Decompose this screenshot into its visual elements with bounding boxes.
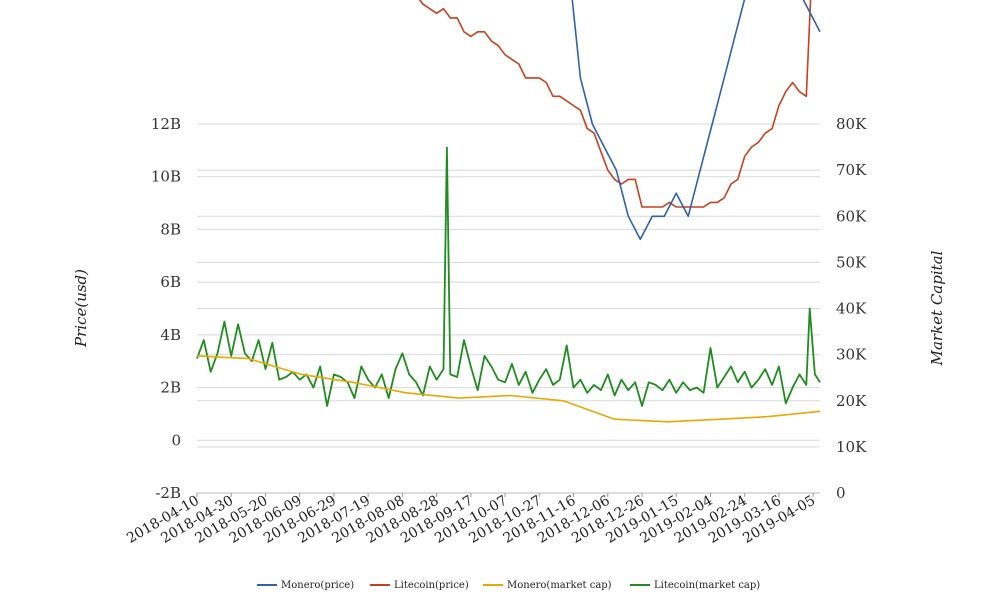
left-tick-label: 12B	[151, 115, 181, 133]
series-line-litecoin-market-cap	[196, 146, 821, 407]
left-tick-label: 8B	[160, 220, 181, 238]
right-tick-label: 30K	[836, 346, 867, 364]
right-tick-label: 80K	[836, 115, 867, 133]
series-line-monero-price	[571, 0, 821, 241]
right-tick-label: 20K	[836, 392, 867, 410]
legend-label: Litecoin(price)	[394, 580, 469, 591]
y-axis-title-left: Price(usd)	[72, 269, 90, 348]
x-axis: 2018-04-102018-04-302018-05-202018-06-09…	[124, 492, 820, 547]
gridlines	[197, 123, 820, 494]
right-tick-label: 60K	[836, 207, 867, 225]
series-line-litecoin-price	[418, 0, 812, 208]
right-tick-label: 40K	[836, 300, 867, 318]
left-tick-label: -2B	[155, 484, 181, 502]
left-tick-label: 10B	[151, 168, 181, 186]
y-axis-title-right: Market Capital	[928, 250, 946, 366]
right-axis: 0 10K 20K 30K 40K 50K 60K 70K 80K	[836, 115, 867, 502]
right-tick-label: 10K	[836, 438, 867, 456]
left-tick-label: 0	[171, 431, 181, 449]
left-axis: -2B 2B 4B 6B 8B 10B 12B 0	[151, 115, 181, 502]
left-tick-label: 4B	[160, 326, 181, 344]
series-layer	[196, 0, 821, 423]
right-tick-label: 70K	[836, 161, 867, 179]
left-tick-label: 6B	[160, 273, 181, 291]
right-tick-label: 50K	[836, 253, 867, 271]
legend-label: Monero(market cap)	[507, 580, 612, 591]
series-line-monero-market-cap	[196, 355, 821, 423]
left-tick-label: 2B	[160, 379, 181, 397]
legend-label: Monero(price)	[281, 580, 354, 591]
legend: Monero(price) Litecoin(price) Monero(marke…	[257, 580, 760, 591]
legend-label: Litecoin(market cap)	[654, 580, 760, 591]
right-tick-label: 0	[836, 484, 846, 502]
